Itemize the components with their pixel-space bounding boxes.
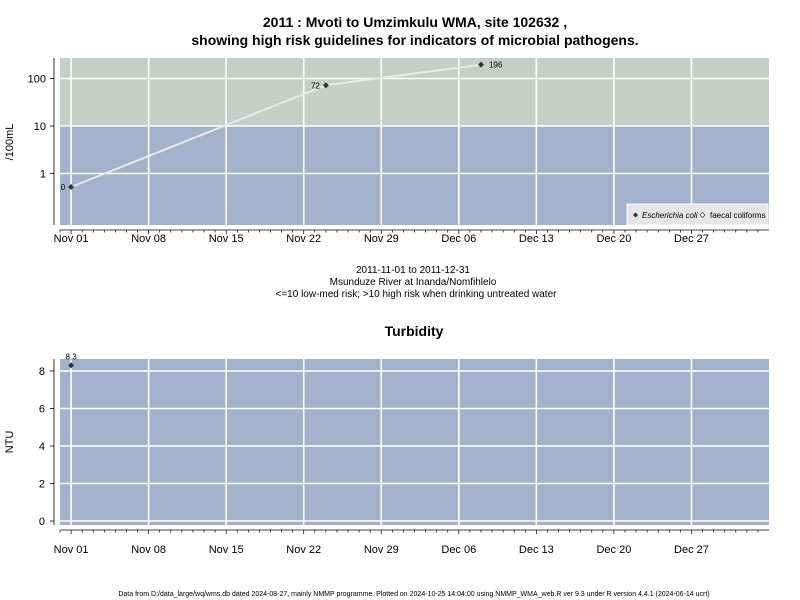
chart1-title-line1: 2011 : Mvoti to Umzimkulu WMA, site 1026… bbox=[263, 14, 567, 30]
chart2-x-tick-label: Nov 22 bbox=[286, 544, 321, 556]
chart1-x-tick-label: Dec 13 bbox=[519, 233, 554, 245]
chart2-title: Turbidity bbox=[385, 323, 444, 339]
chart1-title-line2: showing high risk guidelines for indicat… bbox=[191, 32, 638, 48]
chart1-x-tick-label: Nov 22 bbox=[286, 233, 321, 245]
chart2-x-tick-label: Nov 01 bbox=[54, 544, 89, 556]
ecoli-point bbox=[477, 61, 484, 68]
ecoli-data-label: 196 bbox=[489, 61, 503, 70]
legend-ecoli-label: Escherichia coli bbox=[642, 211, 698, 220]
legend-ecoli-marker bbox=[633, 212, 638, 218]
chart2-axes: Nov 01 Nov 08 Nov 15 Nov 22 Nov 29 Dec 06 Dec … bbox=[39, 359, 769, 556]
high-risk-band bbox=[60, 58, 769, 126]
chart2-x-tick-label: Dec 06 bbox=[441, 544, 476, 556]
ecoli-point bbox=[68, 184, 75, 190]
chart1-x-tick-label: Nov 29 bbox=[364, 233, 399, 245]
chart1-x-tick-label: Dec 27 bbox=[674, 233, 709, 245]
turbidity-point bbox=[68, 362, 75, 369]
chart1-y-tick-label: 10 bbox=[34, 121, 46, 133]
ecoli-point bbox=[322, 82, 329, 89]
chart2-x-tick-label: Dec 27 bbox=[674, 544, 709, 556]
chart1-legend: Escherichia coli faecal coliforms bbox=[626, 203, 769, 226]
chart2-y-tick-label: 6 bbox=[39, 404, 45, 416]
chart2-x-tick-label: Nov 08 bbox=[131, 544, 166, 556]
chart2-y-tick-label: 0 bbox=[39, 516, 45, 528]
chart2-y-tick-label: 4 bbox=[39, 441, 45, 453]
chart1-axes: Nov 01 Nov 08 Nov 15 Nov 22 Nov 29 Dec 06 Dec … bbox=[28, 58, 769, 245]
chart2-y-tick-label: 8 bbox=[39, 366, 45, 378]
chart2-y-axis-label: NTU bbox=[4, 431, 16, 454]
chart1-date-range: 2011-11-01 to 2011-12-31 bbox=[356, 265, 470, 276]
chart1-y-axis-label: /100mL bbox=[4, 124, 16, 161]
turbidity-background bbox=[60, 359, 769, 525]
chart2-x-tick-label: Dec 13 bbox=[519, 544, 554, 556]
chart1-risk-note: <=10 low-med risk; >10 high risk when dr… bbox=[276, 289, 558, 300]
chart1-plot-area: 0 72 196 Escherichia coli faecal coliforms bbox=[60, 58, 769, 226]
chart1-grid bbox=[60, 58, 769, 225]
ecoli-data-label: 0 bbox=[61, 183, 66, 192]
chart1-x-tick-label: Nov 08 bbox=[131, 233, 166, 245]
chart2-plot-area: 8.3 bbox=[60, 352, 769, 525]
legend-faecal-label: faecal coliforms bbox=[710, 211, 766, 220]
chart1-x-tick-label: Dec 20 bbox=[596, 233, 631, 245]
chart1-x-tick-label: Nov 15 bbox=[209, 233, 244, 245]
chart1-x-tick-label: Nov 01 bbox=[54, 233, 89, 245]
turbidity-data-label: 8.3 bbox=[66, 352, 78, 361]
chart2-grid bbox=[60, 359, 769, 525]
legend-box bbox=[626, 203, 769, 226]
chart1-x-tick-label: Dec 06 bbox=[441, 233, 476, 245]
legend-faecal-marker bbox=[699, 212, 706, 218]
chart2-x-tick-label: Dec 20 bbox=[596, 544, 631, 556]
ecoli-data-label: 72 bbox=[311, 81, 320, 90]
chart2-y-tick-label: 2 bbox=[39, 479, 45, 491]
chart2-x-tick-label: Nov 29 bbox=[364, 544, 399, 556]
chart1-y-tick-label: 1 bbox=[40, 169, 46, 181]
chart2-series: 8.3 bbox=[66, 352, 78, 369]
chart1-site-name: Msunduze River at Inanda/Nomfihlelo bbox=[330, 277, 497, 288]
chart1-y-tick-label: 100 bbox=[28, 74, 46, 86]
chart1-series: 0 72 196 bbox=[61, 61, 503, 192]
chart2-x-tick-label: Nov 15 bbox=[209, 544, 244, 556]
footer-note: Data from D:/data_large/wq/wms.db dated … bbox=[118, 591, 709, 598]
